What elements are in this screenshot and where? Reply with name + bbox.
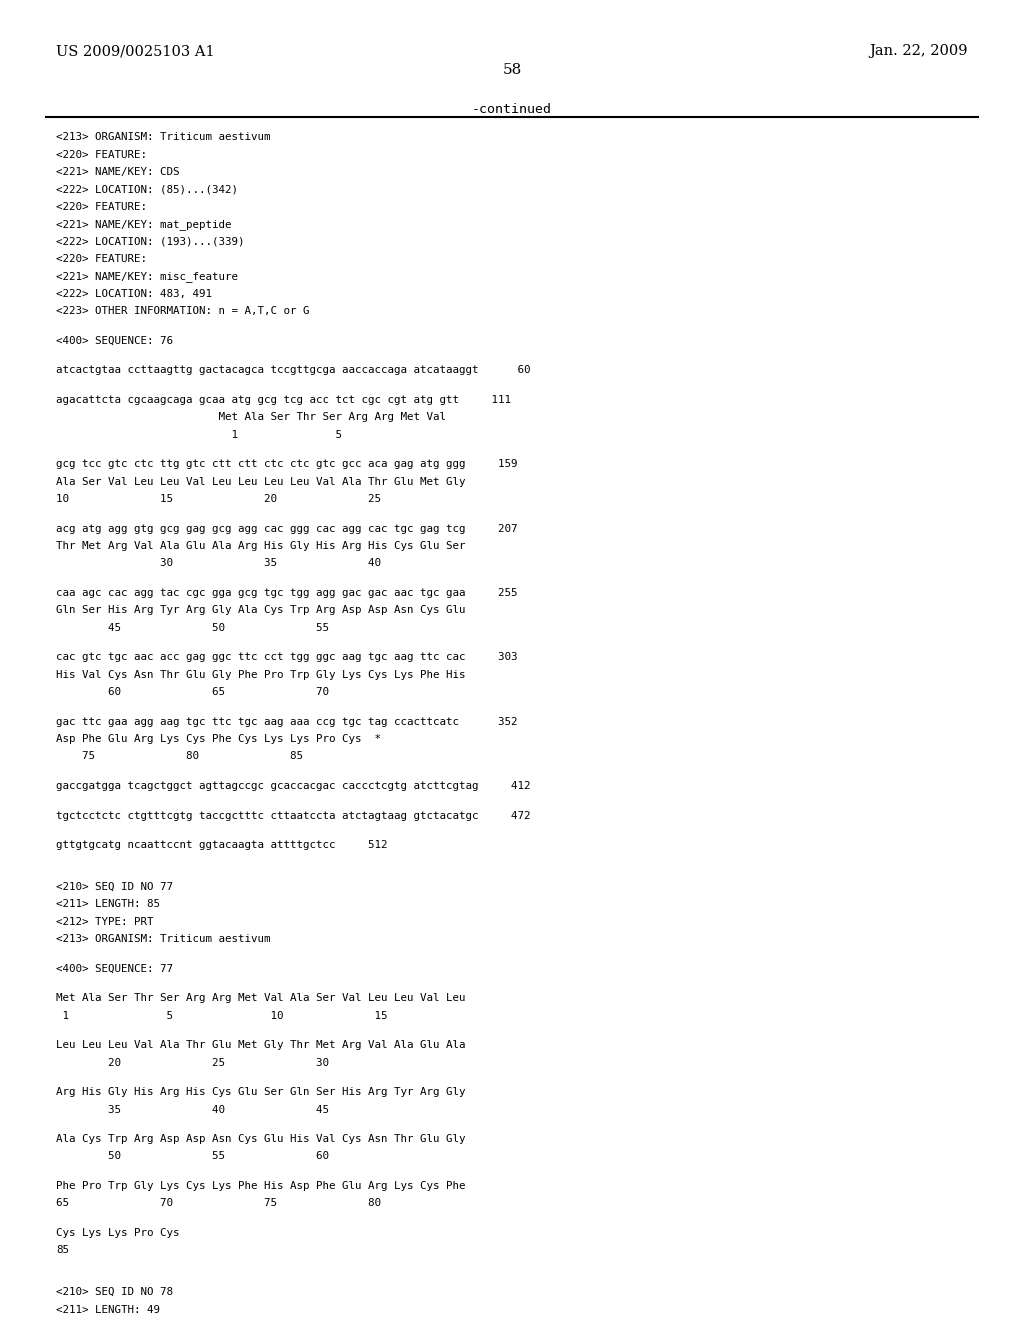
Text: <221> NAME/KEY: mat_peptide: <221> NAME/KEY: mat_peptide [56, 219, 231, 230]
Text: <222> LOCATION: (193)...(339): <222> LOCATION: (193)...(339) [56, 236, 245, 247]
Text: <221> NAME/KEY: misc_feature: <221> NAME/KEY: misc_feature [56, 272, 239, 282]
Text: 1               5               10              15: 1 5 10 15 [56, 1011, 388, 1020]
Text: Ala Ser Val Leu Leu Val Leu Leu Leu Leu Val Ala Thr Glu Met Gly: Ala Ser Val Leu Leu Val Leu Leu Leu Leu … [56, 477, 466, 487]
Text: 65              70              75              80: 65 70 75 80 [56, 1199, 381, 1208]
Text: Met Ala Ser Thr Ser Arg Arg Met Val: Met Ala Ser Thr Ser Arg Arg Met Val [56, 412, 446, 422]
Text: acg atg agg gtg gcg gag gcg agg cac ggg cac agg cac tgc gag tcg     207: acg atg agg gtg gcg gag gcg agg cac ggg … [56, 524, 518, 533]
Text: 35              40              45: 35 40 45 [56, 1105, 330, 1114]
Text: 10              15              20              25: 10 15 20 25 [56, 494, 381, 504]
Text: 60              65              70: 60 65 70 [56, 688, 330, 697]
Text: gac ttc gaa agg aag tgc ttc tgc aag aaa ccg tgc tag ccacttcatc      352: gac ttc gaa agg aag tgc ttc tgc aag aaa … [56, 717, 518, 727]
Text: Cys Lys Lys Pro Cys: Cys Lys Lys Pro Cys [56, 1228, 180, 1238]
Text: 45              50              55: 45 50 55 [56, 623, 330, 632]
Text: atcactgtaa ccttaagttg gactacagca tccgttgcga aaccaccaga atcataaggt      60: atcactgtaa ccttaagttg gactacagca tccgttg… [56, 366, 530, 375]
Text: Gln Ser His Arg Tyr Arg Gly Ala Cys Trp Arg Asp Asp Asn Cys Glu: Gln Ser His Arg Tyr Arg Gly Ala Cys Trp … [56, 606, 466, 615]
Text: gcg tcc gtc ctc ttg gtc ctt ctt ctc ctc gtc gcc aca gag atg ggg     159: gcg tcc gtc ctc ttg gtc ctt ctt ctc ctc … [56, 459, 518, 470]
Text: <220> FEATURE:: <220> FEATURE: [56, 253, 147, 264]
Text: gttgtgcatg ncaattccnt ggtacaagta attttgctcc     512: gttgtgcatg ncaattccnt ggtacaagta attttgc… [56, 840, 388, 850]
Text: Arg His Gly His Arg His Cys Glu Ser Gln Ser His Arg Tyr Arg Gly: Arg His Gly His Arg His Cys Glu Ser Gln … [56, 1088, 466, 1097]
Text: His Val Cys Asn Thr Glu Gly Phe Pro Trp Gly Lys Cys Lys Phe His: His Val Cys Asn Thr Glu Gly Phe Pro Trp … [56, 669, 466, 680]
Text: Ala Cys Trp Arg Asp Asp Asn Cys Glu His Val Cys Asn Thr Glu Gly: Ala Cys Trp Arg Asp Asp Asn Cys Glu His … [56, 1134, 466, 1144]
Text: <222> LOCATION: (85)...(342): <222> LOCATION: (85)...(342) [56, 185, 239, 194]
Text: <211> LENGTH: 85: <211> LENGTH: 85 [56, 899, 161, 909]
Text: <400> SEQUENCE: 77: <400> SEQUENCE: 77 [56, 964, 173, 974]
Text: 30              35              40: 30 35 40 [56, 558, 381, 569]
Text: <220> FEATURE:: <220> FEATURE: [56, 149, 147, 160]
Text: 75              80              85: 75 80 85 [56, 751, 303, 762]
Text: <212> TYPE: PRT: <212> TYPE: PRT [56, 916, 154, 927]
Text: Asp Phe Glu Arg Lys Cys Phe Cys Lys Lys Pro Cys  *: Asp Phe Glu Arg Lys Cys Phe Cys Lys Lys … [56, 734, 381, 744]
Text: Leu Leu Leu Val Ala Thr Glu Met Gly Thr Met Arg Val Ala Glu Ala: Leu Leu Leu Val Ala Thr Glu Met Gly Thr … [56, 1040, 466, 1051]
Text: <220> FEATURE:: <220> FEATURE: [56, 202, 147, 213]
Text: Phe Pro Trp Gly Lys Cys Lys Phe His Asp Phe Glu Arg Lys Cys Phe: Phe Pro Trp Gly Lys Cys Lys Phe His Asp … [56, 1181, 466, 1191]
Text: Jan. 22, 2009: Jan. 22, 2009 [869, 44, 968, 58]
Text: 50              55              60: 50 55 60 [56, 1151, 330, 1162]
Text: 85: 85 [56, 1245, 70, 1255]
Text: <210> SEQ ID NO 77: <210> SEQ ID NO 77 [56, 882, 173, 892]
Text: US 2009/0025103 A1: US 2009/0025103 A1 [56, 44, 215, 58]
Text: <221> NAME/KEY: CDS: <221> NAME/KEY: CDS [56, 168, 180, 177]
Text: <223> OTHER INFORMATION: n = A,T,C or G: <223> OTHER INFORMATION: n = A,T,C or G [56, 306, 310, 317]
Text: Met Ala Ser Thr Ser Arg Arg Met Val Ala Ser Val Leu Leu Val Leu: Met Ala Ser Thr Ser Arg Arg Met Val Ala … [56, 993, 466, 1003]
Text: Thr Met Arg Val Ala Glu Ala Arg His Gly His Arg His Cys Glu Ser: Thr Met Arg Val Ala Glu Ala Arg His Gly … [56, 541, 466, 550]
Text: 58: 58 [503, 63, 521, 77]
Text: agacattcta cgcaagcaga gcaa atg gcg tcg acc tct cgc cgt atg gtt     111: agacattcta cgcaagcaga gcaa atg gcg tcg a… [56, 395, 511, 405]
Text: 20              25              30: 20 25 30 [56, 1057, 330, 1068]
Text: <213> ORGANISM: Triticum aestivum: <213> ORGANISM: Triticum aestivum [56, 935, 270, 944]
Text: -continued: -continued [472, 103, 552, 116]
Text: gaccgatgga tcagctggct agttagccgc gcaccacgac caccctcgtg atcttcgtag     412: gaccgatgga tcagctggct agttagccgc gcaccac… [56, 781, 530, 791]
Text: <211> LENGTH: 49: <211> LENGTH: 49 [56, 1304, 161, 1315]
Text: tgctcctctc ctgtttcgtg taccgctttc cttaatccta atctagtaag gtctacatgc     472: tgctcctctc ctgtttcgtg taccgctttc cttaatc… [56, 810, 530, 821]
Text: <210> SEQ ID NO 78: <210> SEQ ID NO 78 [56, 1287, 173, 1298]
Text: 1               5: 1 5 [56, 430, 342, 440]
Text: <213> ORGANISM: Triticum aestivum: <213> ORGANISM: Triticum aestivum [56, 132, 270, 143]
Text: cac gtc tgc aac acc gag ggc ttc cct tgg ggc aag tgc aag ttc cac     303: cac gtc tgc aac acc gag ggc ttc cct tgg … [56, 652, 518, 663]
Text: caa agc cac agg tac cgc gga gcg tgc tgg agg gac gac aac tgc gaa     255: caa agc cac agg tac cgc gga gcg tgc tgg … [56, 587, 518, 598]
Text: <400> SEQUENCE: 76: <400> SEQUENCE: 76 [56, 335, 173, 346]
Text: <222> LOCATION: 483, 491: <222> LOCATION: 483, 491 [56, 289, 212, 298]
